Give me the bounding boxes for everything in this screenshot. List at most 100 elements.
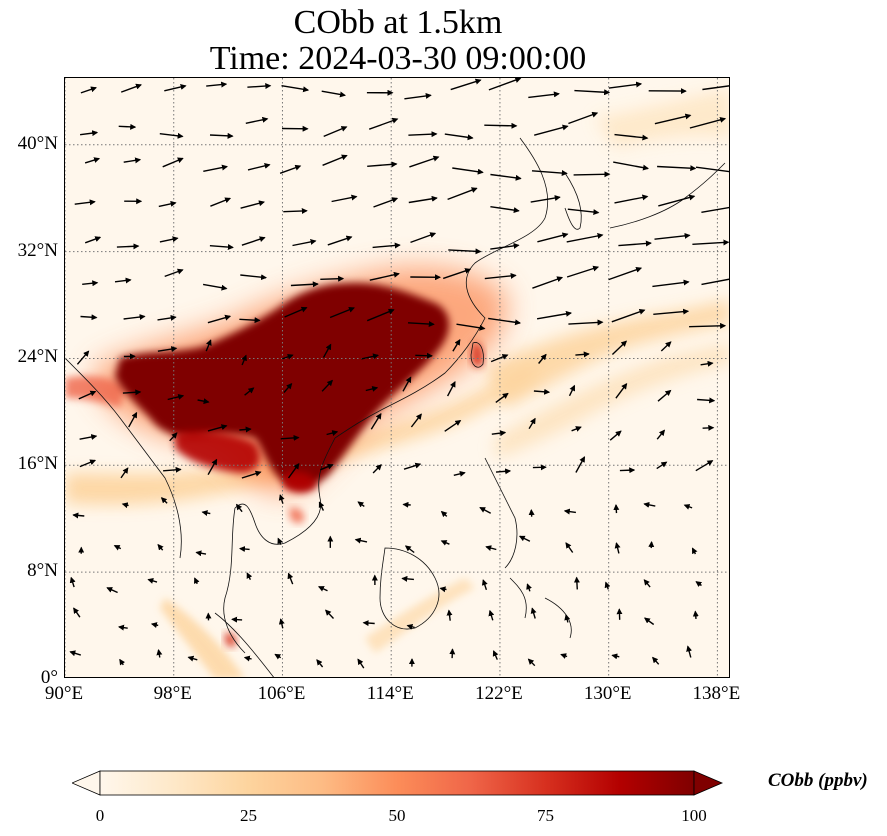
wind-arrow [243,655,252,662]
wind-arrow [369,271,400,281]
wind-arrow [160,497,168,504]
wind-arrow [164,84,187,92]
wind-arrow [404,545,415,554]
wind-arrow [207,424,228,432]
bay-of-bengal-coast [65,357,182,559]
wind-arrow [74,199,96,206]
wind-arrow [442,268,472,280]
wind-arrow [689,322,727,329]
taiwan-coast [470,342,484,368]
wind-arrow [283,207,308,214]
wind-arrow [366,308,395,322]
wind-arrow [362,620,375,627]
wind-arrow [278,494,285,504]
wind-arrow [618,240,652,247]
wind-arrow [485,545,497,551]
wind-arrow [653,308,690,315]
wind-arrow [121,502,129,509]
colorbar-title: CObb (ppbv) [768,770,868,791]
wind-arrow [169,432,178,442]
wind-arrow [327,235,353,246]
wind-arrow [608,81,643,89]
plume-band-southwest [160,598,244,677]
wind-arrow [283,382,293,393]
wind-arrow [209,132,234,139]
wind-arrow [609,430,622,441]
latitude-tick-label: 8°N [27,560,58,582]
colorbar-tick-label: 50 [388,806,406,825]
wind-arrow [568,319,604,326]
wind-arrow [287,572,294,585]
wind-arrow [652,656,660,665]
wind-arrow [446,381,456,397]
plume-band-south [65,358,535,505]
wind-arrow [201,510,211,516]
map-panel[interactable] [64,77,730,678]
wind-arrow [317,586,328,592]
plume-band-borneo [365,578,475,653]
wind-arrow [533,388,551,395]
wind-arrow [447,187,478,201]
wind-arrow [406,623,415,630]
wind-arrow [526,583,532,592]
map-canvas [65,78,729,677]
sumatra-hotspot [224,632,237,648]
wind-arrow [157,314,177,321]
wind-arrow [239,317,261,324]
wind-arrow [528,417,536,430]
plume-band-north [595,88,729,148]
wind-arrow [84,236,102,244]
wind-arrow [331,194,358,203]
wind-arrow [456,323,486,331]
wind-arrow [571,426,582,432]
wind-arrow [695,581,703,588]
wind-arrow [241,470,262,479]
wind-arrow [207,314,232,324]
wind-arrow [163,466,182,473]
wind-arrow [368,117,399,130]
wind-arrow [566,265,600,278]
wind-arrow [123,157,142,164]
wind-arrow [326,430,339,436]
wind-arrow [157,346,178,353]
wind-arrow [537,232,569,243]
malay-peninsula [223,507,246,654]
wind-arrow [566,233,604,243]
wind-arrow [702,424,715,431]
wind-arrow [150,622,159,629]
longitude-tick-label: 130°E [583,683,632,704]
wind-arrow [69,650,82,657]
wind-arrow [240,200,265,209]
wind-arrow [402,376,412,392]
wind-vectors [69,78,729,669]
wind-arrow [683,504,693,510]
wind-arrow [613,161,649,171]
wind-arrow [536,310,572,320]
wind-arrow [575,456,586,473]
wind-arrow [106,587,118,594]
wind-arrow [320,275,345,282]
wind-arrow [450,78,482,91]
indochina-coast [234,437,336,545]
wind-arrow [448,248,482,255]
wind-arrow [321,90,346,98]
latitude-tick-label: 16°N [17,453,58,475]
wind-arrow [658,194,696,207]
wind-arrow [84,157,101,164]
longitude-tick-label: 98°E [153,683,192,704]
wind-arrow [247,83,272,90]
wind-arrow [79,434,98,440]
map-time: Time: 2024-03-30 09:00:00 [209,40,587,77]
wind-arrow [119,658,126,666]
wind-arrow [361,353,379,360]
sumatra [214,612,274,677]
wind-arrow [280,434,300,441]
wind-arrow [701,278,729,286]
colorbar [72,770,724,796]
wind-arrow [79,459,97,468]
wind-arrow [245,116,269,124]
wind-arrow [159,236,179,243]
wind-arrow [193,577,200,585]
wind-arrow [657,165,697,172]
wind-arrow [164,268,184,278]
